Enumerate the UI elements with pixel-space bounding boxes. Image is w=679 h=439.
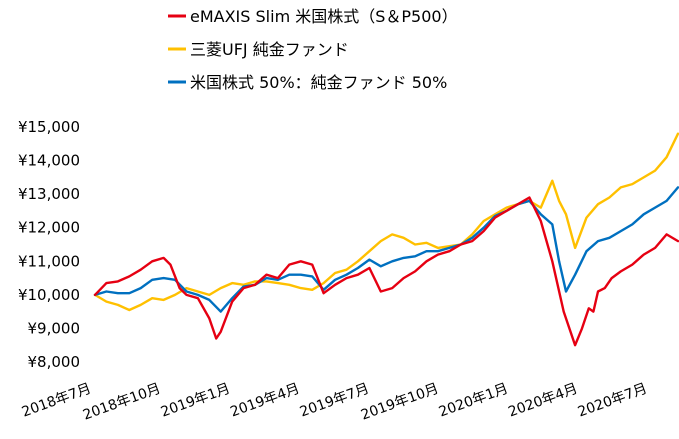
legend-label: eMAXIS Slim 米国株式（S＆P500）: [190, 7, 458, 26]
series-line-1: [93, 132, 679, 312]
y-tick-label: ¥15,000: [18, 118, 80, 136]
series-line-2: [93, 186, 679, 313]
y-tick-label: ¥12,000: [18, 219, 80, 237]
series-line-0: [93, 196, 679, 347]
y-tick-label: ¥13,000: [18, 185, 80, 203]
legend-label: 米国株式 50%：純金ファンド 50%: [190, 73, 447, 92]
x-tick-label: 2018年10月: [81, 381, 163, 424]
x-tick-label: 2019年4月: [228, 381, 302, 421]
y-axis: ¥8,000 ¥9,000 ¥10,000 ¥11,000 ¥12,000 ¥13,000…: [18, 118, 80, 371]
x-tick-label: 2020年7月: [576, 381, 650, 421]
series-layer: [93, 132, 679, 347]
legend-label: 三菱UFJ 純金ファンド: [190, 40, 349, 59]
y-tick-label: ¥14,000: [18, 152, 80, 170]
x-tick-label: 2019年10月: [359, 381, 441, 424]
x-tick-label: 2019年1月: [159, 381, 233, 421]
x-tick-label: 2020年4月: [506, 381, 580, 421]
x-tick-label: 2020年1月: [437, 381, 511, 421]
y-tick-label: ¥10,000: [18, 286, 80, 304]
y-tick-label: ¥11,000: [18, 252, 80, 270]
y-tick-label: ¥8,000: [28, 353, 81, 371]
y-tick-label: ¥9,000: [28, 319, 81, 337]
x-axis: 2018年7月2018年10月2019年1月2019年4月2019年7月2019…: [20, 381, 650, 424]
legend: eMAXIS Slim 米国株式（S＆P500） 三菱UFJ 純金ファンド米国株式…: [168, 7, 458, 92]
